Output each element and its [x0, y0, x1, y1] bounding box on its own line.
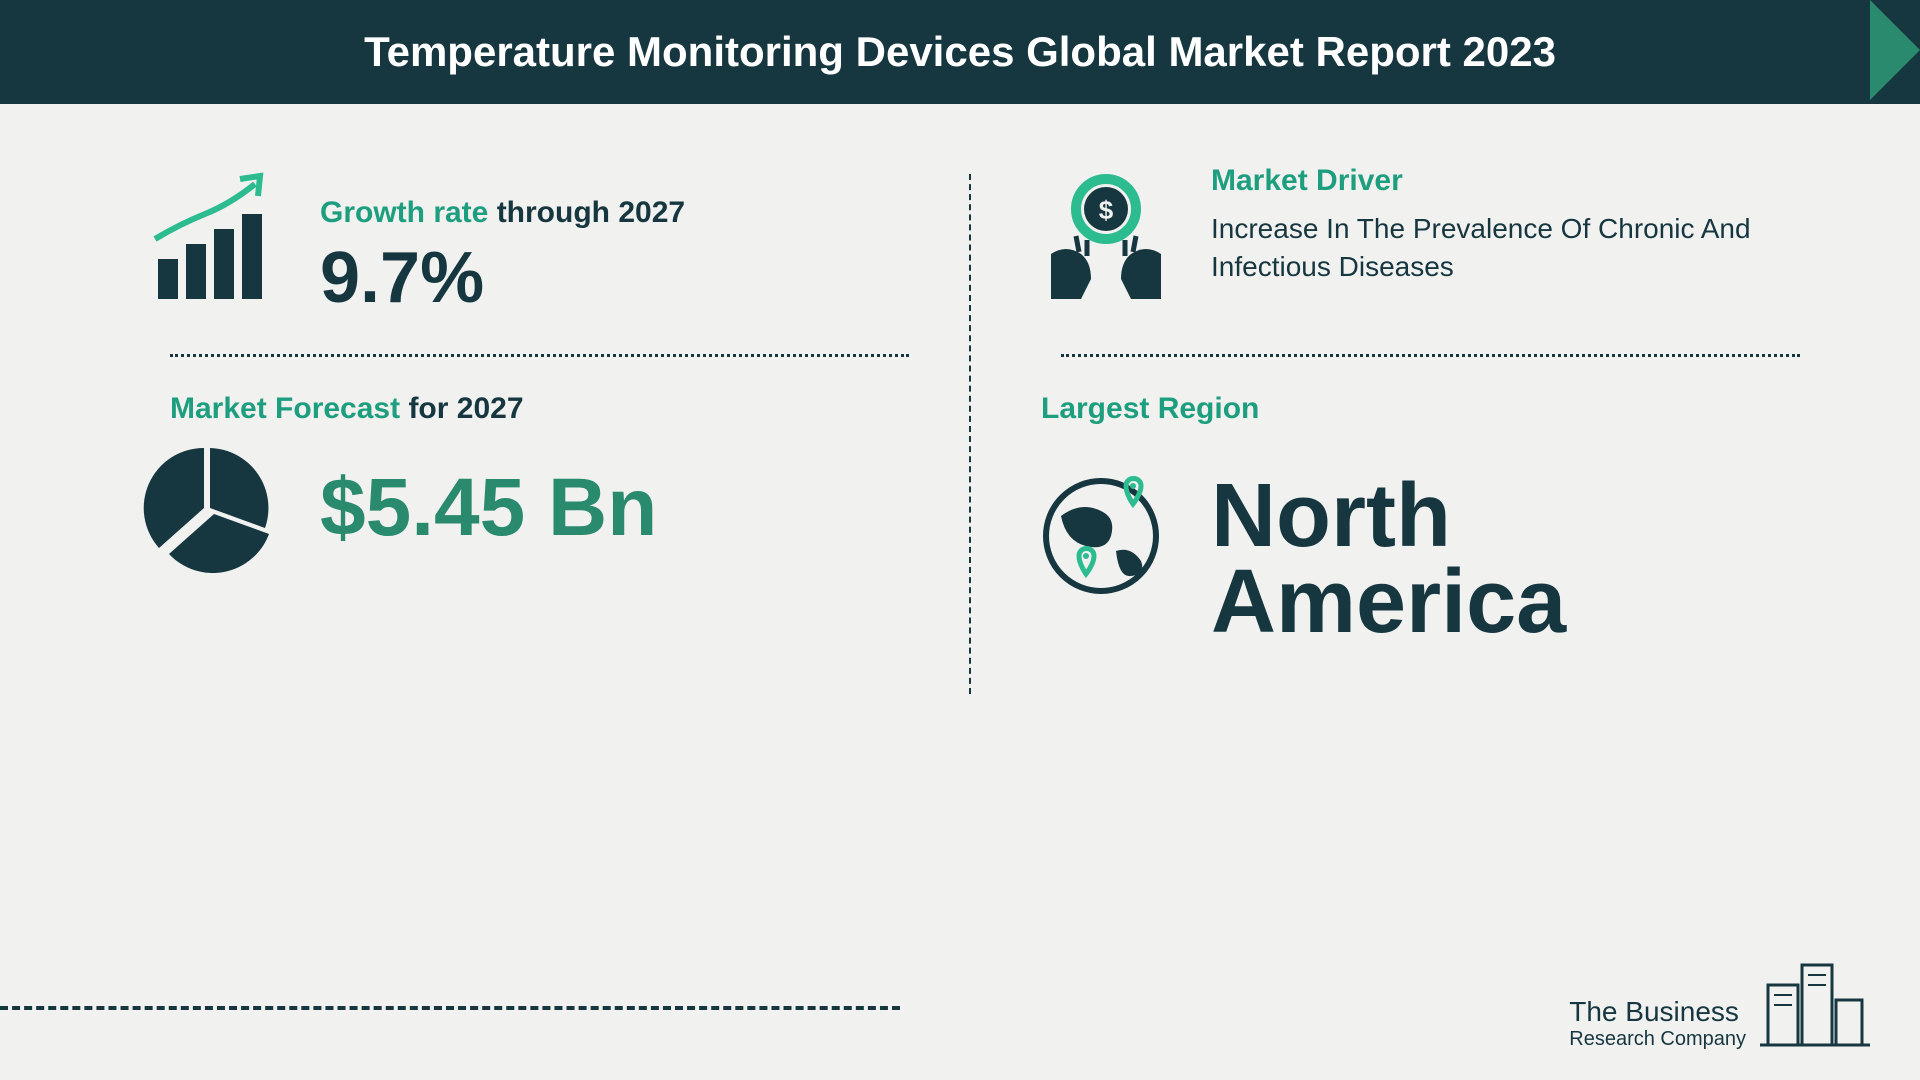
forecast-label: Market Forecast for 2027	[170, 392, 909, 426]
driver-description: Increase In The Prevalence Of Chronic An…	[1211, 210, 1800, 286]
header-arrow-icon	[1870, 0, 1920, 100]
right-column: $ Market Driver Increase In The Prevalen…	[1031, 164, 1800, 694]
region-value: NorthAmerica	[1211, 474, 1566, 645]
forecast-label-colored: Market Forecast	[170, 392, 400, 425]
forecast-panel: Market Forecast for 2027 $5.45 Bn	[140, 392, 909, 578]
driver-label: Market Driver	[1211, 164, 1800, 198]
driver-panel: $ Market Driver Increase In The Prevalen…	[1031, 164, 1800, 314]
globe-pins-icon	[1031, 456, 1181, 606]
header-title: Temperature Monitoring Devices Global Ma…	[364, 28, 1556, 75]
region-panel: Largest Region NorthAmerica	[1031, 392, 1800, 645]
logo-text: The Business Research Company	[1569, 997, 1746, 1050]
logo-buildings-icon	[1760, 950, 1870, 1050]
bottom-dashed-line	[0, 1006, 900, 1010]
forecast-label-plain: for 2027	[400, 392, 523, 425]
vertical-divider	[969, 174, 971, 694]
header-banner: Temperature Monitoring Devices Global Ma…	[0, 0, 1920, 104]
svg-text:$: $	[1099, 195, 1114, 225]
growth-panel: Growth rate through 2027 9.7%	[140, 164, 909, 314]
company-logo: The Business Research Company	[1569, 950, 1870, 1050]
region-label: Largest Region	[1041, 392, 1800, 426]
logo-line1: The Business	[1569, 997, 1746, 1028]
growth-chart-icon	[140, 164, 290, 314]
forecast-value: $5.45 Bn	[320, 467, 657, 549]
growth-label: Growth rate through 2027	[320, 196, 909, 230]
growth-label-plain: through 2027	[488, 196, 685, 229]
horizontal-divider-right	[1061, 354, 1800, 357]
growth-label-colored: Growth rate	[320, 196, 488, 229]
horizontal-divider-left	[170, 354, 909, 357]
logo-line2: Research Company	[1569, 1028, 1746, 1050]
hands-coin-icon: $	[1031, 164, 1181, 314]
content-area: Growth rate through 2027 9.7% Market For…	[0, 104, 1920, 694]
left-column: Growth rate through 2027 9.7% Market For…	[140, 164, 909, 694]
growth-value: 9.7%	[320, 242, 909, 314]
pie-chart-icon	[140, 438, 290, 578]
